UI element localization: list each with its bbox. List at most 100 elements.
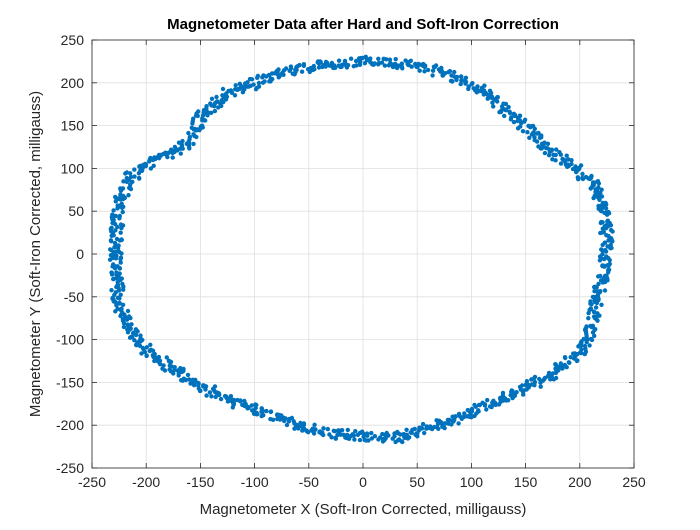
data-point	[346, 436, 352, 441]
data-point	[126, 178, 132, 183]
data-point	[462, 78, 467, 83]
y-tick-label: 200	[61, 75, 85, 91]
x-tick-label: -250	[78, 474, 106, 490]
data-point	[281, 68, 287, 73]
data-point	[583, 329, 589, 334]
data-point	[207, 390, 213, 395]
data-point	[428, 424, 433, 429]
data-point	[147, 348, 152, 354]
data-point	[360, 429, 365, 434]
data-point	[187, 134, 193, 140]
data-point	[593, 327, 598, 332]
data-point	[446, 421, 451, 426]
data-point	[413, 432, 418, 437]
data-point	[462, 411, 467, 416]
data-point	[245, 80, 250, 85]
data-point	[526, 384, 532, 389]
data-point	[213, 390, 218, 395]
data-point	[466, 84, 471, 89]
data-point	[481, 88, 487, 93]
chart-title: Magnetometer Data after Hard and Soft-Ir…	[167, 16, 559, 33]
data-point	[548, 147, 553, 152]
data-point	[187, 146, 192, 151]
data-point	[592, 193, 597, 198]
data-point	[551, 377, 557, 382]
y-tick-label: 50	[68, 203, 84, 219]
data-point	[596, 191, 601, 197]
data-point	[118, 260, 123, 265]
data-point	[558, 365, 564, 370]
x-tick-label: -100	[241, 474, 269, 490]
data-point	[597, 313, 602, 318]
data-point	[190, 379, 196, 385]
data-point	[109, 229, 114, 234]
data-point	[606, 211, 612, 216]
data-point	[387, 57, 393, 62]
data-point	[137, 339, 143, 344]
y-tick-label: -200	[56, 417, 84, 433]
data-point	[204, 393, 209, 398]
data-point	[161, 363, 166, 368]
data-point	[113, 249, 118, 254]
data-point	[113, 199, 119, 204]
data-point	[364, 58, 370, 63]
data-point	[400, 439, 405, 445]
data-point	[130, 179, 135, 184]
data-point	[600, 280, 605, 285]
data-point	[474, 90, 479, 95]
data-point	[118, 230, 123, 235]
data-point	[432, 64, 437, 70]
data-point	[251, 411, 257, 416]
data-point	[248, 83, 253, 89]
data-point	[470, 81, 475, 86]
data-point	[251, 408, 256, 413]
data-point	[419, 426, 425, 431]
data-point	[594, 285, 599, 290]
data-point	[532, 374, 538, 380]
data-point	[609, 238, 615, 243]
data-point	[197, 128, 202, 133]
data-point	[463, 81, 468, 86]
data-point	[132, 174, 137, 179]
data-point	[138, 333, 143, 338]
data-point	[396, 431, 401, 436]
data-point	[178, 151, 183, 156]
data-point	[608, 246, 613, 251]
data-point	[114, 303, 119, 308]
data-point	[452, 69, 457, 75]
data-point	[564, 153, 569, 158]
data-point	[209, 110, 214, 116]
data-point	[111, 262, 116, 267]
data-point	[331, 428, 336, 433]
data-point	[112, 240, 118, 246]
data-point	[590, 330, 596, 335]
y-tick-label: -100	[56, 332, 84, 348]
data-point	[589, 337, 595, 343]
data-point	[593, 305, 599, 310]
data-point	[177, 369, 182, 374]
data-point	[336, 58, 342, 63]
data-point	[218, 396, 224, 402]
data-point	[111, 208, 116, 213]
data-point	[235, 87, 240, 93]
data-point	[275, 412, 280, 418]
data-point	[368, 60, 373, 65]
data-point	[113, 194, 118, 200]
data-point	[313, 427, 318, 432]
x-tick-label: 250	[622, 474, 646, 490]
y-tick-label: 0	[76, 246, 84, 262]
data-point	[176, 140, 182, 145]
data-point	[558, 161, 564, 166]
data-point	[311, 63, 316, 69]
data-point	[124, 170, 130, 175]
data-point	[392, 431, 397, 436]
data-point	[214, 94, 219, 100]
data-point	[254, 402, 259, 408]
data-point	[270, 417, 276, 422]
data-point	[527, 135, 532, 140]
data-point	[213, 394, 218, 400]
data-point	[599, 302, 604, 307]
data-point	[125, 308, 131, 314]
data-point	[604, 255, 610, 260]
